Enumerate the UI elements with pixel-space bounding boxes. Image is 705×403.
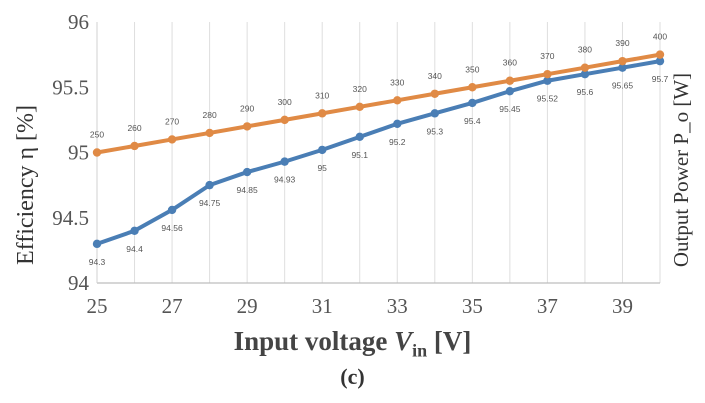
series-0-label-1: 94.4 bbox=[126, 244, 143, 254]
x-tick-label-0: 25 bbox=[87, 294, 108, 318]
series-0-point-3 bbox=[205, 180, 214, 190]
series-0-point-1 bbox=[130, 226, 139, 235]
x-axis-unit: [V] bbox=[433, 326, 472, 356]
figure-caption: (c) bbox=[340, 364, 365, 389]
x-tick-label-2: 29 bbox=[237, 294, 258, 318]
series-0-label-5: 94.93 bbox=[274, 175, 296, 185]
x-tick-label-6: 37 bbox=[537, 294, 558, 318]
series-0-label-12: 95.52 bbox=[537, 94, 559, 104]
series-0-label-4: 94.85 bbox=[236, 185, 258, 195]
series-1-point-1 bbox=[130, 141, 139, 151]
series-1-label-4: 290 bbox=[240, 103, 254, 113]
x-tick-label-4: 33 bbox=[387, 294, 408, 318]
series-0-point-6 bbox=[318, 145, 327, 155]
series-1-label-10: 350 bbox=[465, 64, 479, 74]
series-1-label-2: 270 bbox=[165, 116, 179, 126]
series-0-point-0 bbox=[92, 239, 102, 249]
x-tick-labels: 25 27 29 31 33 35 37 39 bbox=[87, 294, 633, 318]
series-1-label-1: 260 bbox=[127, 123, 141, 133]
x-tick-label-3: 31 bbox=[312, 294, 333, 318]
series-1-point-12 bbox=[543, 70, 552, 79]
series-1-line bbox=[95, 52, 662, 155]
series-0-label-2: 94.56 bbox=[161, 223, 183, 233]
series-0-label-7: 95.1 bbox=[351, 150, 368, 160]
series-points bbox=[92, 50, 665, 249]
series-1-label-6: 310 bbox=[315, 90, 329, 100]
x-axis-symbol: V bbox=[394, 326, 413, 356]
y-tick-label-4: 96 bbox=[68, 10, 89, 34]
series-0-point-11 bbox=[505, 86, 515, 96]
series-0-point-12 bbox=[543, 76, 552, 85]
series-1-label-15: 400 bbox=[653, 32, 667, 42]
series-0-label-9: 95.3 bbox=[427, 126, 444, 136]
series-0-point-4 bbox=[242, 167, 252, 177]
y-tick-label-1: 94.5 bbox=[52, 206, 89, 230]
series-1-label-13: 380 bbox=[578, 45, 592, 55]
series-1-point-13 bbox=[580, 63, 590, 72]
series-0-label-3: 94.75 bbox=[199, 198, 221, 208]
series-0-label-0: 94.3 bbox=[89, 257, 106, 267]
series-1-point-15 bbox=[655, 50, 665, 59]
y-tick-label-0: 94 bbox=[68, 271, 90, 295]
x-tick-label-7: 39 bbox=[612, 294, 633, 318]
series-1-label-14: 390 bbox=[615, 38, 629, 48]
series-1-label-9: 340 bbox=[428, 71, 442, 81]
series-1-point-6 bbox=[318, 109, 327, 118]
series-0-label-10: 95.4 bbox=[464, 116, 481, 126]
series-0-line bbox=[95, 59, 662, 246]
series-1-label-0: 250 bbox=[90, 130, 104, 140]
series-1-point-14 bbox=[618, 56, 627, 66]
series-1-point-10 bbox=[468, 83, 477, 92]
series-1-point-0 bbox=[92, 148, 102, 157]
series-1-label-5: 300 bbox=[278, 97, 292, 107]
series-0-point-13 bbox=[580, 70, 590, 79]
series-1-label-3: 280 bbox=[203, 110, 217, 120]
series-0-label-14: 95.65 bbox=[612, 81, 634, 91]
series-0-point-14 bbox=[618, 63, 627, 72]
series-0-label-8: 95.2 bbox=[389, 137, 406, 147]
y-axis-label: Efficiency η [%] bbox=[13, 105, 39, 265]
series-1-label-7: 320 bbox=[353, 84, 367, 94]
series-0-label-11: 95.45 bbox=[499, 104, 521, 114]
series-0-point-2 bbox=[167, 205, 177, 215]
x-axis-subscript: in bbox=[412, 340, 428, 361]
series-0-point-9 bbox=[430, 109, 439, 118]
series-1-point-8 bbox=[393, 96, 402, 105]
series-1-point-4 bbox=[242, 122, 252, 131]
series-1-point-5 bbox=[280, 115, 289, 125]
series-0-label-15: 95.7 bbox=[652, 74, 669, 84]
y2-axis-label: Output Power P_o [W] bbox=[669, 73, 693, 267]
series-1-point-3 bbox=[205, 128, 214, 138]
series-1-label-8: 330 bbox=[390, 77, 404, 87]
axes bbox=[96, 22, 660, 284]
series-1-point-2 bbox=[167, 135, 177, 144]
series-0-point-8 bbox=[393, 119, 402, 128]
y-tick-label-3: 95.5 bbox=[52, 75, 89, 99]
grid-lines bbox=[96, 22, 661, 283]
y-tick-label-2: 95 bbox=[68, 141, 89, 165]
series-1-point-9 bbox=[430, 89, 439, 98]
y-tick-labels: 94 94.5 95 95.5 96 bbox=[52, 10, 89, 295]
x-axis-label: Input voltage Vin [V] bbox=[0, 326, 705, 361]
x-tick-label-5: 35 bbox=[462, 294, 483, 318]
series-0-point-15 bbox=[655, 56, 665, 66]
series-1-label-12: 370 bbox=[540, 51, 554, 61]
data-labels: 94.3 94.4 94.56 94.75 94.85 94.93 95 95.1 95.2 95… bbox=[89, 32, 669, 267]
series-1-point-11 bbox=[505, 76, 515, 85]
series-0-point-7 bbox=[355, 132, 364, 142]
x-tick-label-1: 27 bbox=[162, 294, 183, 318]
x-axis-label-text: Input voltage bbox=[233, 326, 388, 356]
series-1-label-11: 360 bbox=[503, 58, 517, 68]
series-0-label-13: 95.6 bbox=[577, 87, 594, 97]
series-0-label-6: 95 bbox=[317, 163, 327, 173]
series-1-point-7 bbox=[355, 102, 364, 112]
series-0-point-5 bbox=[280, 157, 289, 166]
series-lines bbox=[95, 52, 662, 246]
series-0-point-10 bbox=[468, 98, 477, 108]
